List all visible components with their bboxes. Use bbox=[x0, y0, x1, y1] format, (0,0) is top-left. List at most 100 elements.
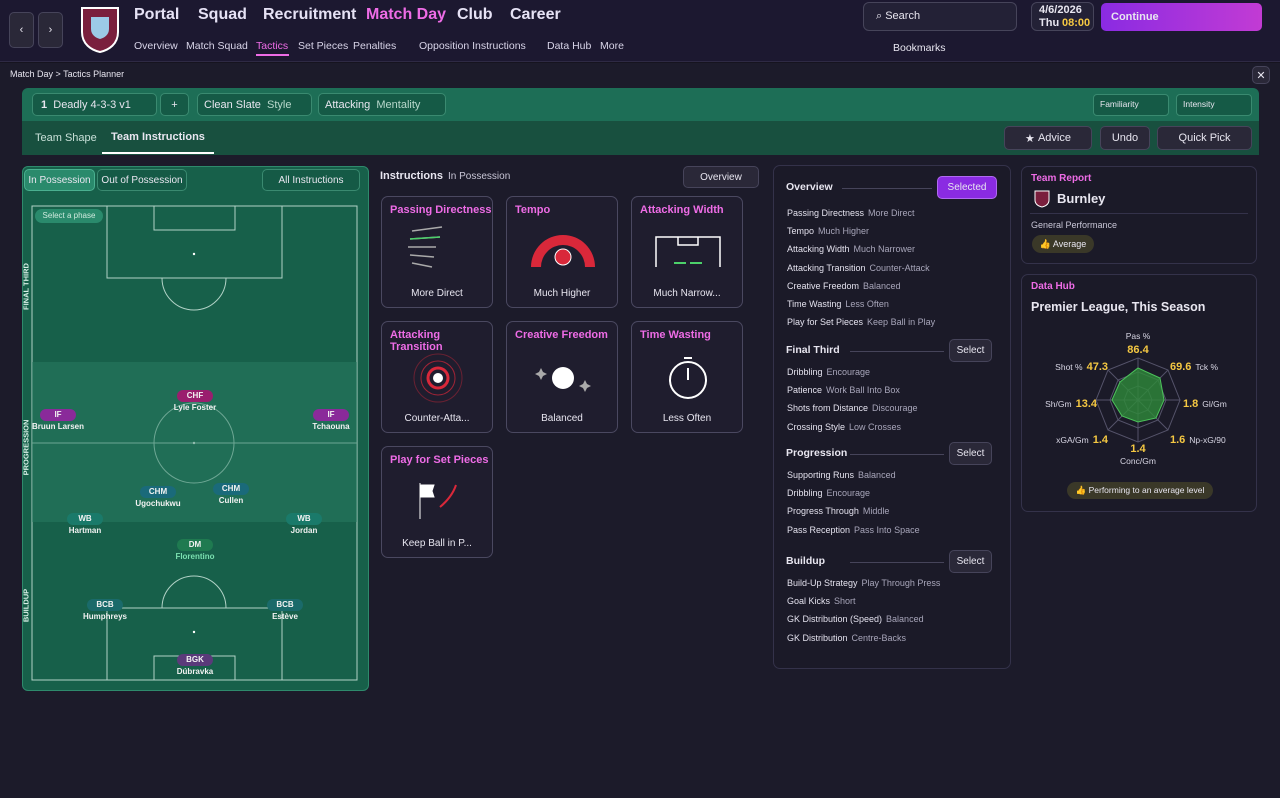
style-select[interactable]: Clean Slate Style bbox=[197, 93, 312, 116]
team-report-subtitle: General Performance bbox=[1031, 220, 1118, 230]
sub-nav-item[interactable]: Opposition Instructions bbox=[419, 40, 526, 52]
player-name: Jordan bbox=[290, 526, 318, 535]
player-role[interactable]: IF bbox=[40, 409, 76, 421]
item-value: Balanced bbox=[863, 280, 901, 291]
tab[interactable]: Team Shape bbox=[35, 132, 97, 144]
team-report-title: Team Report bbox=[1031, 173, 1092, 184]
back-button[interactable]: ‹ bbox=[9, 12, 34, 48]
player: BCB Humphreys bbox=[65, 599, 145, 621]
tab-active[interactable]: Team Instructions bbox=[111, 131, 205, 143]
pitch-lines bbox=[31, 205, 358, 681]
crumb: Tactics Planner bbox=[63, 69, 125, 79]
summary-label: Performing to an average level bbox=[1088, 485, 1205, 495]
instruction-tile[interactable]: Play for Set Pieces Keep Ball in P... bbox=[381, 446, 493, 558]
player-role[interactable]: BGK bbox=[177, 654, 213, 666]
time: 08:00 bbox=[1062, 17, 1091, 29]
player-role[interactable]: BCB bbox=[267, 599, 303, 611]
main-nav-item[interactable]: Career bbox=[510, 6, 561, 23]
sub-nav-item[interactable]: Set Pieces bbox=[298, 40, 349, 52]
search[interactable]: ⌕ Search bbox=[876, 10, 921, 22]
item-label: Attacking Width bbox=[787, 244, 850, 255]
view-select[interactable]: Overview bbox=[683, 166, 759, 188]
sub-nav-item[interactable]: Match Squad bbox=[186, 40, 248, 52]
sub-nav-item[interactable]: Penalties bbox=[353, 40, 397, 52]
overview-item: Attacking Width Much Narrower bbox=[787, 244, 915, 254]
section-button[interactable]: Select bbox=[949, 442, 992, 465]
player-role[interactable]: WB bbox=[67, 513, 103, 525]
tactic-number: 1 bbox=[41, 98, 48, 111]
instruction-tile[interactable]: Passing Directness More Direct bbox=[381, 196, 493, 308]
select-phase[interactable]: Select a phase bbox=[35, 209, 103, 223]
player-role[interactable]: DM bbox=[177, 539, 213, 551]
item-value: Work Ball Into Box bbox=[826, 385, 900, 396]
instruction-tile[interactable]: Attacking Transition Counter-Atta... bbox=[381, 321, 493, 433]
tile-icon bbox=[669, 357, 707, 399]
quick-pick-button[interactable]: Quick Pick bbox=[1157, 126, 1252, 150]
bookmarks[interactable]: Bookmarks bbox=[893, 42, 946, 54]
team-name: Burnley bbox=[1057, 191, 1106, 206]
stat-label: Sh/Gm bbox=[1045, 399, 1072, 409]
item-label: Dribbling bbox=[787, 367, 823, 377]
player-name: Bruun Larsen bbox=[31, 422, 84, 431]
section-rule bbox=[850, 454, 944, 455]
overview-item: Attacking Transition Counter-Attack bbox=[787, 263, 930, 273]
tile-title: Passing Directness bbox=[390, 204, 492, 216]
player: IF Tchaouna bbox=[291, 409, 371, 431]
crumb[interactable]: Match Day bbox=[10, 69, 54, 79]
stat-value: 47.3 bbox=[1086, 361, 1108, 373]
section-button[interactable]: Select bbox=[949, 339, 992, 362]
overview-item: Progress Through Middle bbox=[787, 506, 889, 516]
player-role[interactable]: BCB bbox=[87, 599, 123, 611]
sub-nav-item[interactable]: Data Hub bbox=[547, 40, 592, 52]
item-label: GK Distribution bbox=[787, 632, 848, 643]
close-button[interactable]: ✕ bbox=[1252, 66, 1270, 84]
pitch-tab[interactable]: Out of Possession bbox=[97, 169, 187, 191]
instruction-tile[interactable]: Time Wasting Less Often bbox=[631, 321, 743, 433]
player-role[interactable]: CHM bbox=[140, 486, 176, 498]
sub-nav-item[interactable]: Tactics bbox=[256, 40, 289, 52]
section-button[interactable]: Selected bbox=[937, 176, 997, 199]
sub-nav-item[interactable]: Overview bbox=[134, 40, 178, 52]
mentality-label: Mentality bbox=[376, 98, 421, 111]
main-nav-item[interactable]: Match Day bbox=[366, 6, 447, 23]
player-role[interactable]: IF bbox=[313, 409, 349, 421]
item-label: Supporting Runs bbox=[787, 470, 855, 480]
player-role[interactable]: CHM bbox=[213, 483, 249, 495]
tile-icon bbox=[413, 353, 463, 403]
overview-item: Goal Kicks Short bbox=[787, 596, 856, 606]
day: Thu bbox=[1039, 17, 1060, 29]
item-label: Pass Reception bbox=[787, 524, 851, 535]
stat: Sh/Gm 13.4 bbox=[1045, 394, 1097, 412]
section-title: Overview bbox=[786, 181, 833, 193]
instructions-title: Instructions bbox=[380, 170, 443, 182]
main-nav-item[interactable]: Squad bbox=[198, 6, 247, 23]
player-role[interactable]: CHF bbox=[177, 390, 213, 402]
main-nav-item[interactable]: Recruitment bbox=[263, 6, 357, 23]
player-name: Hartman bbox=[68, 526, 102, 535]
player: CHF Lyle Foster bbox=[155, 390, 235, 412]
tile-icon bbox=[535, 367, 591, 392]
instruction-tile[interactable]: Creative Freedom Balanced bbox=[506, 321, 618, 433]
undo-button[interactable]: Undo bbox=[1100, 126, 1150, 150]
sub-nav-item[interactable]: More bbox=[600, 40, 624, 52]
pitch-tab[interactable]: In Possession bbox=[24, 169, 95, 191]
tile-title: Attacking Width bbox=[640, 204, 724, 216]
tactic-select[interactable]: 1 Deadly 4-3-3 v1 bbox=[32, 93, 157, 116]
overview-item: Creative Freedom Balanced bbox=[787, 281, 901, 291]
main-nav-item[interactable]: Club bbox=[457, 6, 493, 23]
item-value: Balanced bbox=[858, 470, 896, 480]
player-role[interactable]: WB bbox=[286, 513, 322, 525]
section-rule bbox=[850, 351, 944, 352]
instruction-tile[interactable]: Tempo Much Higher bbox=[506, 196, 618, 308]
item-value: Much Narrower bbox=[853, 244, 916, 255]
main-nav-item[interactable]: Portal bbox=[134, 6, 180, 23]
mentality-select[interactable]: Attacking Mentality bbox=[318, 93, 446, 116]
all-instructions[interactable]: All Instructions bbox=[262, 169, 360, 191]
advice-button[interactable]: ★ Advice bbox=[1004, 126, 1092, 150]
section-button[interactable]: Select bbox=[949, 550, 992, 573]
forward-button[interactable]: › bbox=[38, 12, 63, 48]
overview-item: Build-Up Strategy Play Through Press bbox=[787, 578, 940, 588]
instruction-tile[interactable]: Attacking Width Much Narrow... bbox=[631, 196, 743, 308]
continue-button[interactable]: Continue bbox=[1101, 3, 1262, 31]
add-tactic[interactable]: + bbox=[160, 93, 189, 116]
